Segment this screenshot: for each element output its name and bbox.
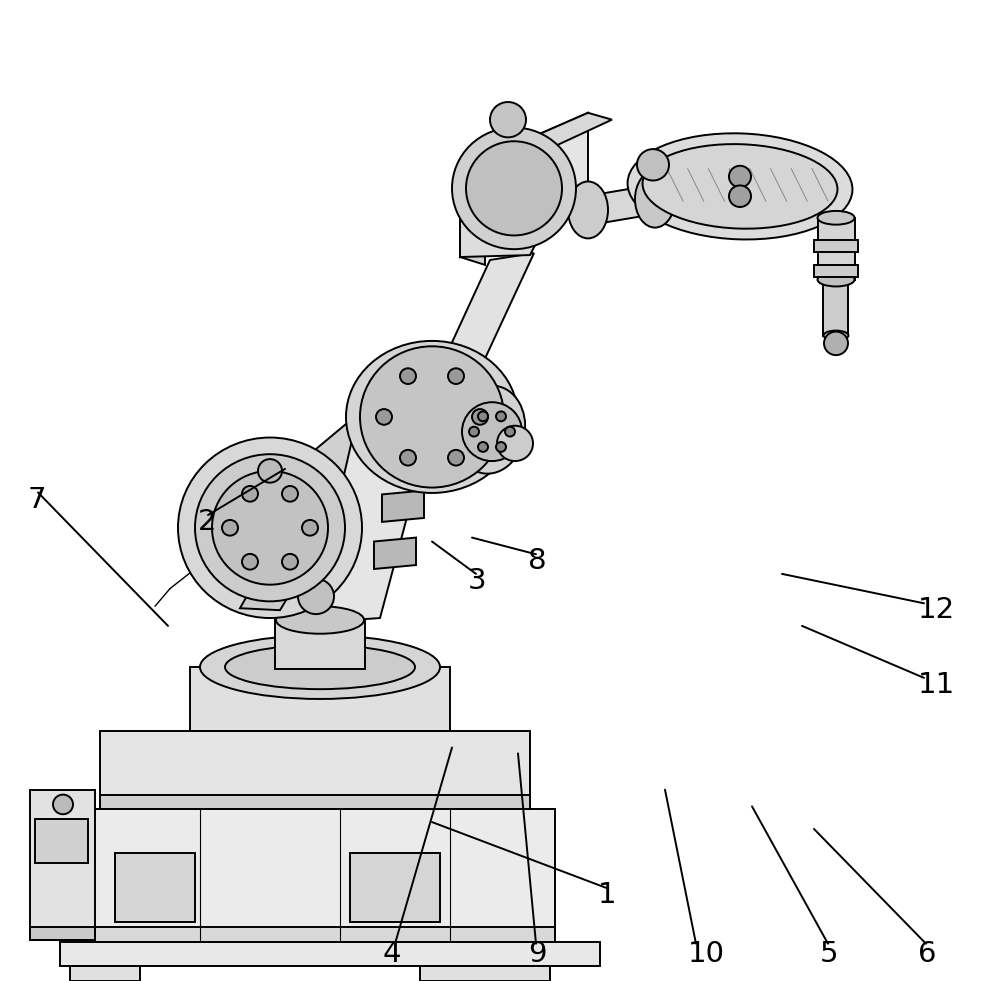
- Polygon shape: [70, 966, 140, 981]
- Circle shape: [298, 579, 334, 614]
- Ellipse shape: [818, 273, 854, 286]
- Text: 3: 3: [468, 567, 487, 594]
- Polygon shape: [35, 819, 88, 863]
- Ellipse shape: [568, 181, 608, 238]
- Circle shape: [490, 102, 526, 137]
- Text: 12: 12: [918, 596, 955, 624]
- Text: 5: 5: [820, 940, 838, 967]
- Polygon shape: [814, 240, 858, 252]
- Circle shape: [360, 346, 504, 488]
- Circle shape: [478, 442, 488, 452]
- Polygon shape: [30, 790, 95, 940]
- Polygon shape: [420, 966, 550, 981]
- Circle shape: [497, 426, 533, 461]
- Ellipse shape: [635, 171, 675, 228]
- Ellipse shape: [225, 645, 415, 689]
- Polygon shape: [240, 591, 290, 610]
- Polygon shape: [350, 853, 440, 922]
- Ellipse shape: [276, 606, 364, 634]
- Circle shape: [466, 141, 562, 235]
- Polygon shape: [115, 853, 195, 922]
- Text: 8: 8: [528, 547, 547, 575]
- Ellipse shape: [200, 636, 440, 698]
- Circle shape: [824, 332, 848, 355]
- Polygon shape: [818, 218, 855, 280]
- Ellipse shape: [824, 331, 848, 340]
- Polygon shape: [460, 196, 560, 257]
- Text: 4: 4: [383, 940, 402, 967]
- Circle shape: [302, 520, 318, 536]
- Polygon shape: [190, 667, 450, 731]
- Polygon shape: [100, 795, 530, 809]
- Polygon shape: [460, 113, 612, 179]
- Polygon shape: [586, 184, 656, 226]
- Text: 2: 2: [198, 508, 216, 536]
- Circle shape: [729, 185, 751, 207]
- Polygon shape: [374, 538, 416, 569]
- Polygon shape: [30, 927, 95, 940]
- Circle shape: [496, 442, 506, 452]
- Text: 6: 6: [918, 940, 936, 967]
- Ellipse shape: [643, 144, 837, 229]
- Circle shape: [222, 520, 238, 536]
- Circle shape: [729, 166, 751, 187]
- Polygon shape: [460, 113, 588, 257]
- Circle shape: [448, 368, 464, 384]
- Circle shape: [448, 450, 464, 466]
- Circle shape: [637, 149, 669, 181]
- Circle shape: [195, 454, 345, 601]
- Text: 10: 10: [688, 940, 725, 967]
- Polygon shape: [814, 265, 858, 277]
- Circle shape: [282, 554, 298, 570]
- Polygon shape: [382, 490, 424, 522]
- Ellipse shape: [818, 211, 854, 225]
- Circle shape: [178, 438, 362, 618]
- Polygon shape: [220, 479, 310, 581]
- Circle shape: [212, 471, 328, 585]
- Text: 11: 11: [918, 671, 955, 698]
- Circle shape: [469, 427, 479, 437]
- Polygon shape: [460, 169, 485, 265]
- Circle shape: [376, 409, 392, 425]
- Ellipse shape: [346, 341, 518, 493]
- Circle shape: [452, 128, 576, 249]
- Circle shape: [258, 459, 282, 483]
- Polygon shape: [275, 620, 365, 669]
- Circle shape: [242, 554, 258, 570]
- Text: 7: 7: [28, 487, 46, 514]
- Polygon shape: [823, 280, 848, 336]
- Ellipse shape: [628, 133, 852, 239]
- Ellipse shape: [455, 386, 525, 474]
- Polygon shape: [438, 253, 534, 373]
- Circle shape: [462, 402, 522, 461]
- Circle shape: [53, 795, 73, 814]
- Polygon shape: [65, 809, 555, 942]
- Circle shape: [505, 427, 515, 437]
- Circle shape: [472, 409, 488, 425]
- Circle shape: [496, 411, 506, 421]
- Polygon shape: [65, 927, 555, 942]
- Polygon shape: [310, 414, 432, 623]
- Polygon shape: [60, 942, 600, 966]
- Polygon shape: [278, 414, 358, 554]
- Polygon shape: [358, 402, 445, 424]
- Text: 1: 1: [598, 881, 617, 908]
- Circle shape: [282, 486, 298, 501]
- Circle shape: [478, 411, 488, 421]
- Polygon shape: [100, 731, 530, 809]
- Text: 9: 9: [528, 940, 546, 967]
- Circle shape: [242, 486, 258, 501]
- Circle shape: [400, 450, 416, 466]
- Circle shape: [400, 368, 416, 384]
